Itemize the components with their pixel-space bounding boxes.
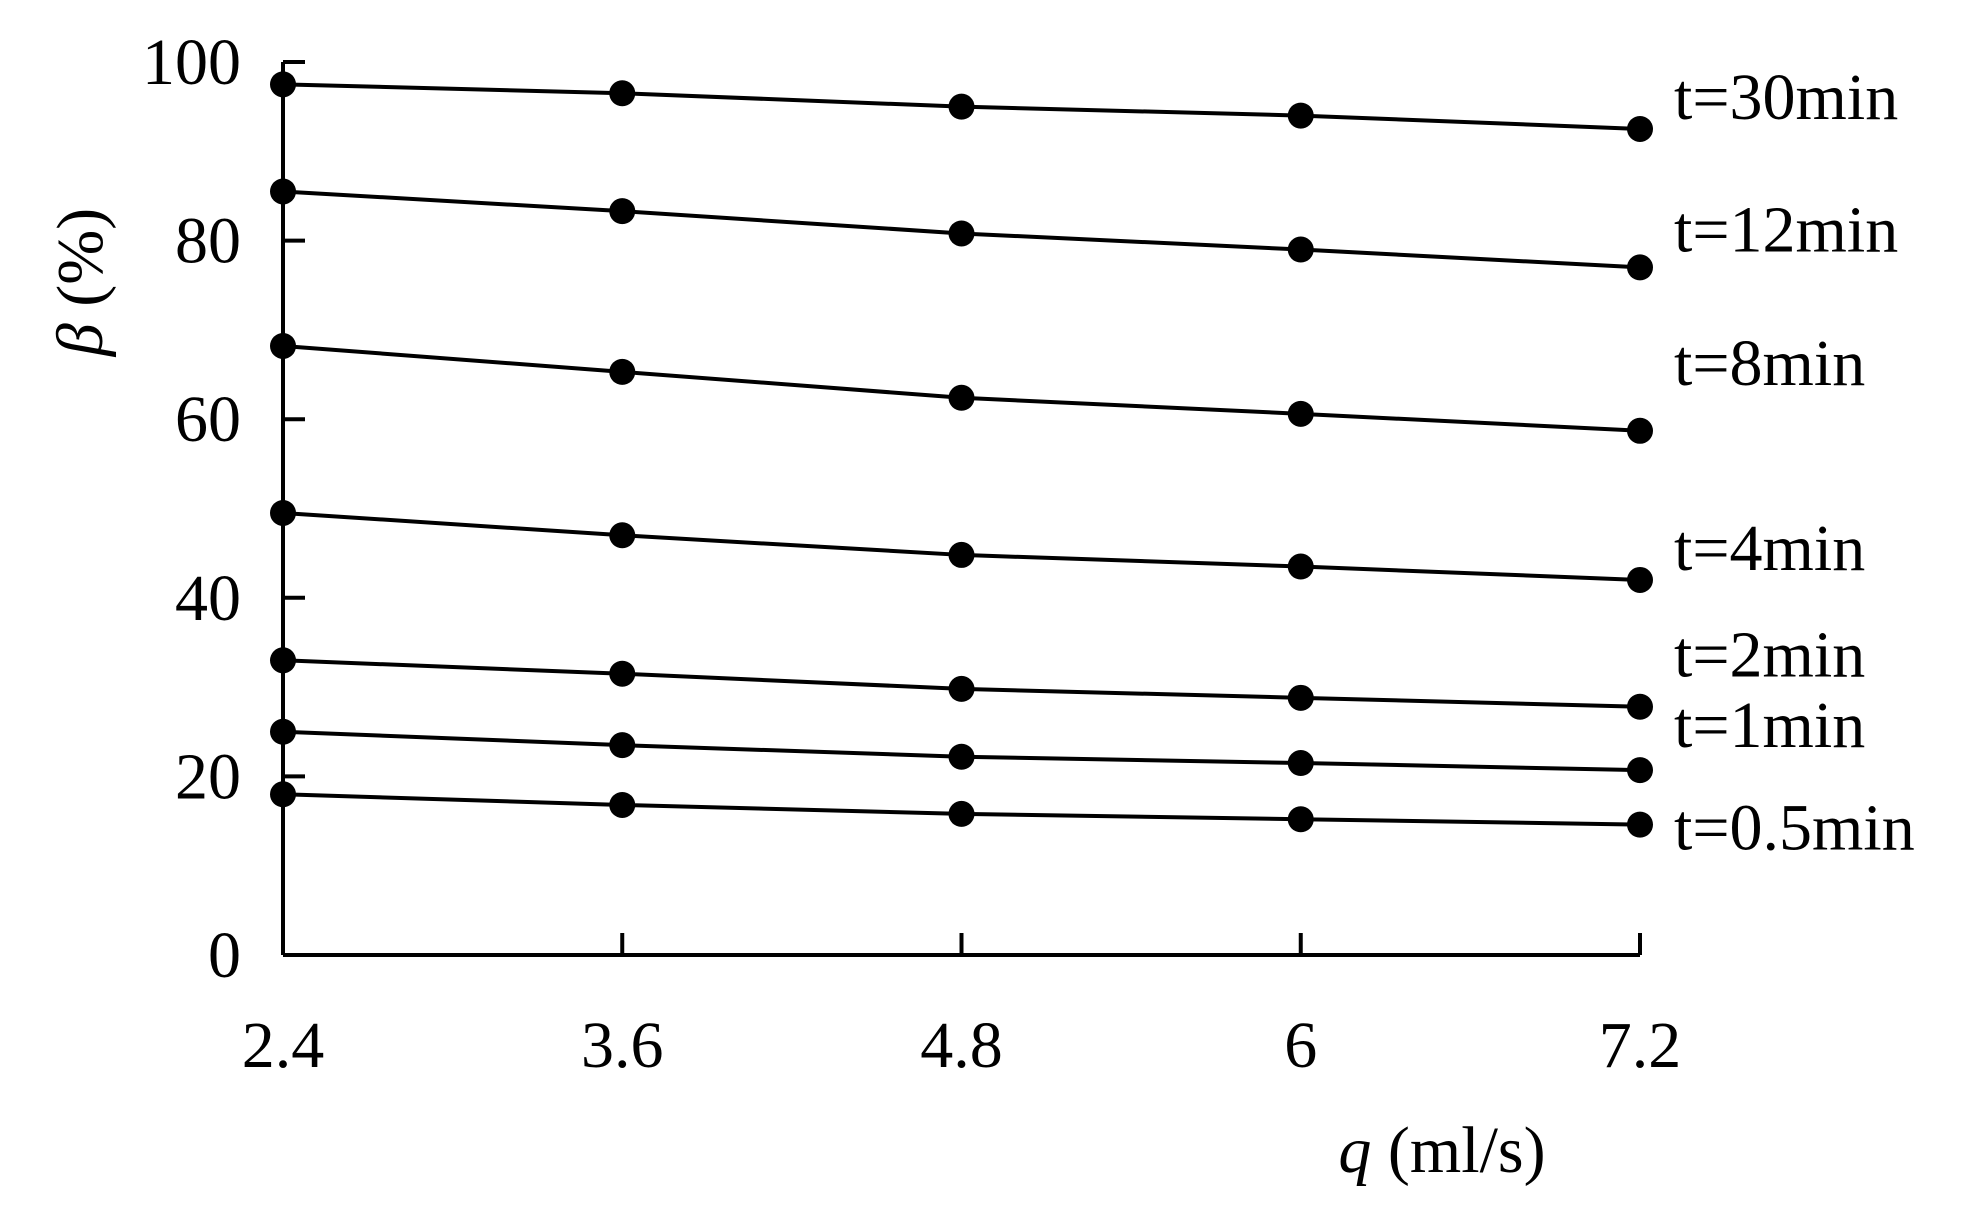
data-point: [1627, 566, 1653, 593]
x-tick-label: 4.8: [920, 1009, 1003, 1082]
data-point: [1627, 254, 1653, 281]
y-axis-title: β (%): [44, 208, 117, 358]
data-point: [270, 718, 296, 745]
series-t-2min: [270, 647, 1653, 720]
series-group: [270, 71, 1653, 838]
y-tick-label: 0: [208, 919, 241, 992]
x-axis-unit: (ml/s): [1388, 1114, 1546, 1187]
data-point: [1287, 806, 1314, 833]
series-label: t=4min: [1674, 512, 1865, 585]
axes: 0 20 40 60 80 100 2.4 3.6 4.8 6 7.2: [142, 26, 1681, 1082]
series-label: t=30min: [1674, 61, 1898, 134]
data-point: [609, 791, 636, 818]
data-point: [1627, 811, 1653, 838]
data-point: [270, 178, 296, 205]
data-point: [1627, 417, 1653, 444]
data-point: [948, 220, 975, 247]
data-point: [270, 781, 296, 808]
data-point: [270, 499, 296, 526]
data-point: [1287, 236, 1314, 263]
y-axis-symbol: β: [44, 323, 117, 358]
y-axis-unit: (%): [44, 208, 117, 307]
x-tick-label: 7.2: [1599, 1009, 1682, 1082]
data-point: [609, 80, 636, 107]
data-point: [948, 743, 975, 770]
data-point: [1627, 757, 1653, 784]
data-point: [609, 660, 636, 687]
series-t-12min: [270, 178, 1653, 281]
data-point: [1287, 102, 1314, 129]
x-tick-label: 6: [1284, 1009, 1317, 1082]
series-t-30min: [270, 71, 1653, 142]
data-point: [270, 332, 296, 359]
data-point: [609, 198, 636, 225]
data-point: [609, 522, 636, 549]
data-point: [270, 71, 296, 98]
series-label: t=1min: [1674, 689, 1865, 762]
data-point: [270, 647, 296, 674]
y-tick-label: 100: [142, 26, 241, 99]
series-t-8min: [270, 332, 1653, 444]
data-point: [948, 384, 975, 411]
data-point: [948, 675, 975, 702]
data-point: [948, 541, 975, 568]
y-tick-label: 80: [175, 205, 241, 278]
data-point: [1287, 400, 1314, 427]
series-t-4min: [270, 499, 1653, 593]
data-point: [609, 732, 636, 759]
data-point: [1287, 553, 1314, 580]
x-axis-symbol: q: [1338, 1114, 1371, 1187]
data-point: [1627, 693, 1653, 720]
series-label: t=0.5min: [1674, 792, 1915, 865]
y-tick-label: 40: [175, 562, 241, 635]
series-t-0-5min: [270, 781, 1653, 838]
x-tick-label: 2.4: [242, 1009, 325, 1082]
series-label: t=8min: [1674, 327, 1865, 400]
x-tick-label: 3.6: [581, 1009, 664, 1082]
data-point: [1287, 684, 1314, 711]
y-tick-label: 20: [175, 740, 241, 813]
data-point: [609, 358, 636, 385]
x-axis-title: q (ml/s): [1338, 1114, 1545, 1187]
data-point: [1287, 750, 1314, 777]
series-label: t=12min: [1674, 193, 1898, 266]
data-point: [948, 800, 975, 827]
y-tick-label: 60: [175, 383, 241, 456]
data-point: [948, 93, 975, 120]
data-point: [1627, 115, 1653, 142]
series-label: t=2min: [1674, 619, 1865, 692]
series-t-1min: [270, 718, 1653, 784]
